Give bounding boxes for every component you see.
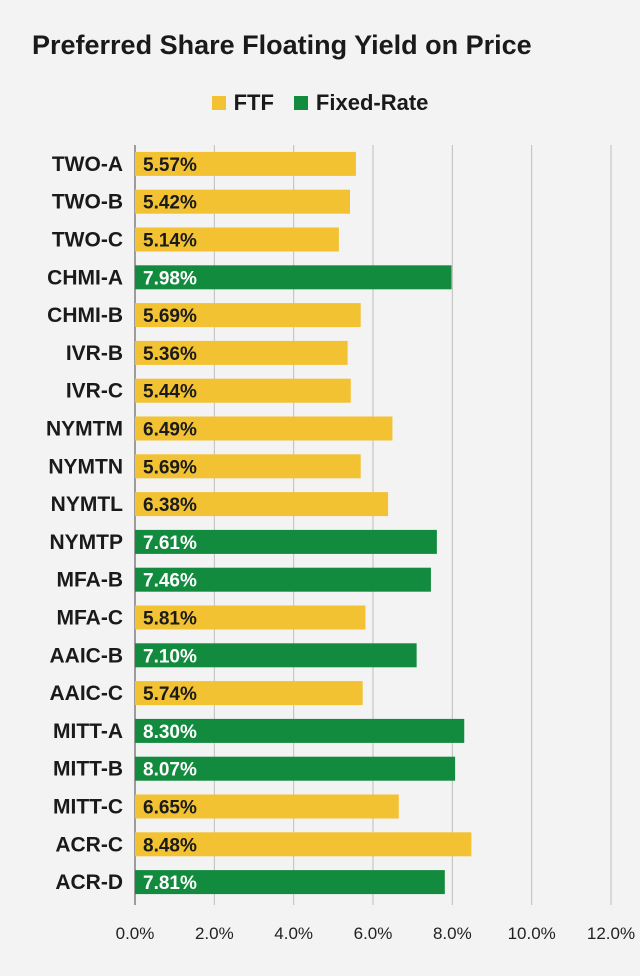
bar <box>135 265 452 290</box>
bar <box>135 303 361 328</box>
bar-value-label: 6.38% <box>143 495 197 516</box>
bar <box>135 189 350 214</box>
bar <box>135 492 389 517</box>
bar <box>135 718 465 743</box>
category-label: MFA-B <box>57 569 124 592</box>
category-label: AAIC-C <box>50 682 124 705</box>
bar-value-label: 7.98% <box>143 268 197 289</box>
bar-value-label: 5.44% <box>143 382 197 403</box>
legend-swatch-ftf <box>211 96 226 110</box>
bar-value-label: 5.74% <box>143 684 197 705</box>
category-label: IVR-B <box>66 342 123 365</box>
bar <box>135 643 417 668</box>
bar <box>135 567 431 592</box>
category-label: AAIC-B <box>50 644 124 667</box>
legend-label-ftf: FTF <box>233 90 274 115</box>
legend-item-fixed-rate: Fixed-Rate <box>293 90 429 116</box>
bar-value-label: 7.46% <box>143 571 197 592</box>
legend-label-fixed-rate: Fixed-Rate <box>315 90 429 115</box>
x-tick-label: 12.0% <box>587 924 635 943</box>
bar <box>135 756 456 781</box>
category-label: MITT-B <box>53 758 123 781</box>
x-tick-label: 10.0% <box>508 924 556 943</box>
category-label: TWO-A <box>52 153 123 176</box>
bar-value-label: 6.49% <box>143 420 197 441</box>
bar <box>135 529 437 554</box>
bar-value-label: 5.69% <box>143 457 197 478</box>
bar-value-label: 6.65% <box>143 798 197 819</box>
x-tick-label: 4.0% <box>274 924 313 943</box>
chart-title: Preferred Share Floating Yield on Price <box>32 30 532 60</box>
bar-value-label: 5.36% <box>143 344 197 365</box>
category-label: IVR-C <box>66 380 123 403</box>
bar-value-label: 5.42% <box>143 193 197 214</box>
x-tick-label: 6.0% <box>354 924 393 943</box>
bar <box>135 416 393 441</box>
bar-value-label: 5.14% <box>143 231 197 252</box>
bar <box>135 794 399 819</box>
category-label: TWO-B <box>52 191 123 214</box>
bar-value-label: 5.81% <box>143 609 197 630</box>
bar-value-label: 8.48% <box>143 835 197 856</box>
bar-value-label: 7.61% <box>143 533 197 554</box>
bar <box>135 454 361 479</box>
bar <box>135 378 351 403</box>
bar-value-label: 7.81% <box>143 873 197 894</box>
bar-value-label: 8.30% <box>143 722 197 743</box>
category-label: MITT-A <box>53 720 123 743</box>
bar-value-label: 5.57% <box>143 155 197 176</box>
category-label: NYMTN <box>48 455 123 478</box>
x-tick-label: 0.0% <box>116 924 155 943</box>
category-label: NYMTP <box>50 531 124 554</box>
bar-value-label: 5.69% <box>143 306 197 327</box>
category-label: MITT-C <box>53 796 123 819</box>
bar <box>135 870 445 895</box>
legend-item-ftf: FTF <box>211 90 274 116</box>
bar-value-label: 8.07% <box>143 760 197 781</box>
category-label: MFA-C <box>57 607 124 630</box>
x-tick-label: 2.0% <box>195 924 234 943</box>
bar <box>135 227 339 252</box>
category-label: CHMI-A <box>47 266 123 289</box>
bar <box>135 681 363 706</box>
bar <box>135 151 356 176</box>
legend: FTF Fixed-Rate <box>0 90 640 116</box>
legend-swatch-fixed-rate <box>293 96 308 110</box>
bar-value-label: 7.10% <box>143 646 197 667</box>
category-label: NYMTL <box>51 493 123 516</box>
bar <box>135 340 348 365</box>
category-label: CHMI-B <box>47 304 123 327</box>
category-label: ACR-D <box>55 871 123 894</box>
category-label: NYMTM <box>46 418 123 441</box>
category-label: ACR-C <box>55 833 123 856</box>
bar <box>135 832 472 857</box>
x-tick-label: 8.0% <box>433 924 472 943</box>
bar <box>135 605 366 630</box>
category-label: TWO-C <box>52 229 123 252</box>
